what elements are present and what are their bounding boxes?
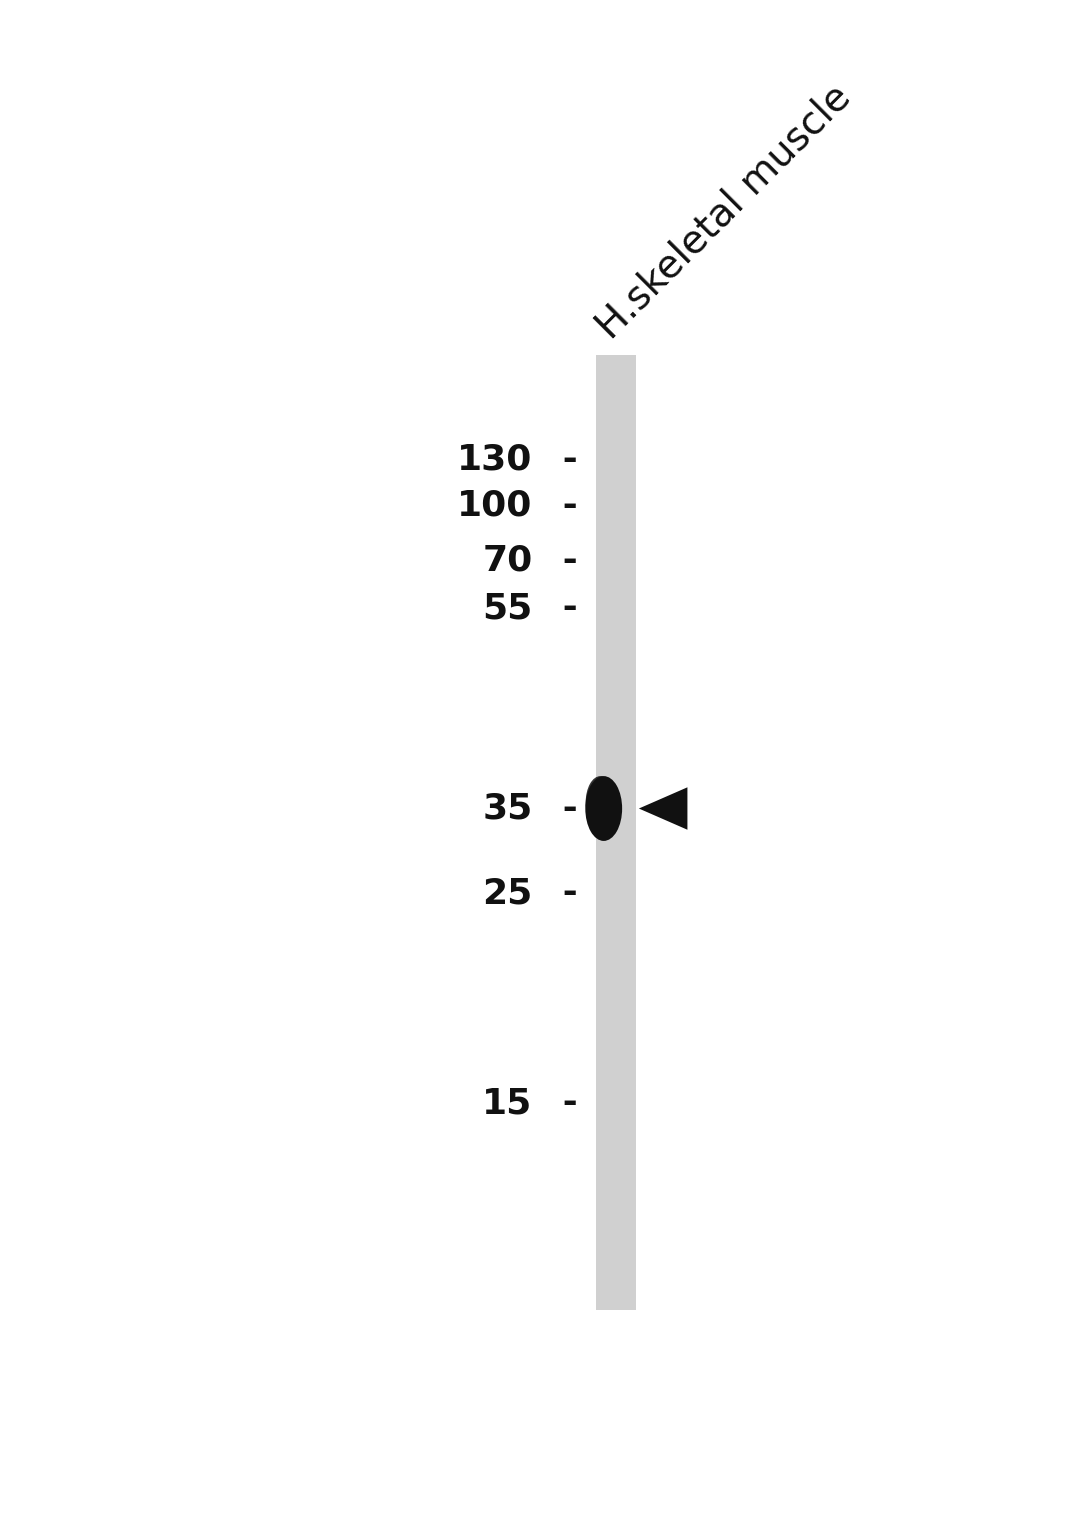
Text: -: - [550,876,578,911]
Text: 130: 130 [457,442,532,476]
Ellipse shape [585,776,622,841]
Text: -: - [550,1085,578,1121]
Text: -: - [550,792,578,825]
Text: H.skeletal muscle: H.skeletal muscle [590,78,859,346]
Bar [596,355,636,1309]
Text: 15: 15 [483,1085,532,1121]
Polygon shape [639,787,688,830]
Text: -: - [550,591,578,625]
Text: 35: 35 [483,792,532,825]
Text: 100: 100 [457,488,532,522]
Text: -: - [550,488,578,522]
Text: -: - [550,544,578,579]
Ellipse shape [585,776,616,830]
Text: 55: 55 [483,591,532,625]
Text: 70: 70 [483,544,532,579]
Text: -: - [550,442,578,476]
Text: 25: 25 [483,876,532,911]
